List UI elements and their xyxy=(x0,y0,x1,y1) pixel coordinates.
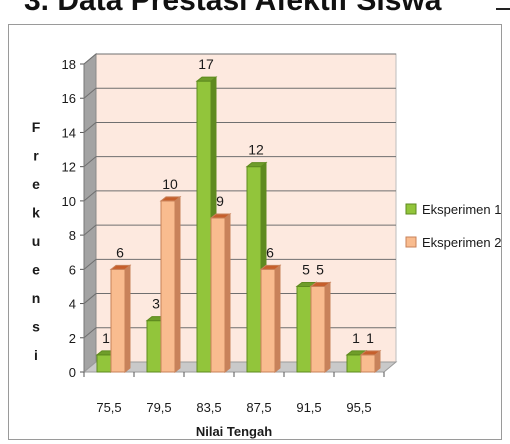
gridline-side xyxy=(83,190,97,202)
y-axis-label-letter: s xyxy=(32,319,40,335)
legend-swatch xyxy=(405,236,417,248)
y-tick-label: 8 xyxy=(69,228,76,243)
bar-top xyxy=(209,213,232,219)
bar-side xyxy=(224,212,231,374)
y-tick-label: 2 xyxy=(69,331,76,346)
data-label: 1 xyxy=(102,330,110,346)
legend-swatch xyxy=(405,203,417,215)
bar-top xyxy=(195,76,218,82)
side-wall xyxy=(83,52,97,374)
y-tick-label: 14 xyxy=(62,125,76,140)
x-tick-label: 91,5 xyxy=(296,400,321,415)
legend-label: Eksperimen 2 xyxy=(422,235,501,250)
gridline-side xyxy=(83,224,97,236)
bar xyxy=(246,166,262,373)
x-tick-label: 79,5 xyxy=(146,400,171,415)
heading-clip: 3. Data Prestasi Afektif Siswa xyxy=(0,0,510,22)
data-label: 1 xyxy=(352,330,360,346)
gridline-side xyxy=(83,156,97,168)
y-axis-label-letter: r xyxy=(33,148,39,164)
x-tick-label: 87,5 xyxy=(246,400,271,415)
y-axis-label-letter: F xyxy=(32,119,41,135)
bar-top xyxy=(259,264,282,270)
bar xyxy=(210,217,226,373)
data-label: 6 xyxy=(266,244,274,260)
y-tick-label: 12 xyxy=(62,160,76,175)
bar xyxy=(196,80,212,373)
bar xyxy=(260,268,276,373)
y-tick-label: 10 xyxy=(62,194,76,209)
gridline-side xyxy=(83,258,97,270)
bar xyxy=(346,354,362,373)
bar xyxy=(310,285,326,373)
bar-side xyxy=(324,281,331,374)
bar xyxy=(96,354,112,373)
page-heading: 3. Data Prestasi Afektif Siswa xyxy=(24,0,442,17)
gridline-side xyxy=(83,327,97,339)
bar xyxy=(110,268,126,373)
gridline-side xyxy=(83,87,97,99)
bar-top xyxy=(359,350,382,356)
y-axis-label-letter: i xyxy=(34,347,38,363)
gridline-side xyxy=(83,53,97,65)
y-axis-label-letter: e xyxy=(32,176,40,192)
bar-top xyxy=(309,281,332,287)
bar xyxy=(146,320,162,373)
bar-top xyxy=(109,264,132,270)
gridline-side xyxy=(83,293,97,304)
data-label: 3 xyxy=(152,296,160,312)
back-wall xyxy=(95,53,397,363)
heading-rule xyxy=(496,8,510,10)
y-tick-label: 6 xyxy=(69,262,76,277)
gridline-side xyxy=(83,122,97,133)
data-label: 9 xyxy=(216,193,224,209)
legend-label: Eksperimen 1 xyxy=(422,202,501,217)
y-axis-label-letter: n xyxy=(32,290,41,306)
y-tick-label: 4 xyxy=(69,297,76,312)
data-label: 5 xyxy=(316,261,324,277)
data-label: 5 xyxy=(302,261,310,277)
data-label: 12 xyxy=(248,142,264,158)
data-label: 1 xyxy=(366,330,374,346)
bar-top xyxy=(159,196,182,202)
x-tick-label: 83,5 xyxy=(196,400,221,415)
data-label: 6 xyxy=(116,244,124,260)
bar xyxy=(360,354,376,373)
y-tick-label: 18 xyxy=(62,57,76,72)
x-axis-title: Nilai Tengah xyxy=(196,424,272,439)
bar-side xyxy=(274,264,281,374)
x-tick-label: 75,5 xyxy=(96,400,121,415)
x-tick-label: 95,5 xyxy=(346,400,371,415)
bar-side xyxy=(174,195,181,374)
data-label: 17 xyxy=(198,56,214,72)
data-label: 10 xyxy=(162,176,178,192)
bar xyxy=(296,285,312,373)
bar-top xyxy=(245,162,268,168)
y-tick-label: 16 xyxy=(62,91,76,106)
y-axis-label-letter: k xyxy=(32,205,40,221)
y-tick-label: 0 xyxy=(69,365,76,380)
y-axis-label-letter: e xyxy=(32,262,40,278)
bar-side xyxy=(124,264,131,374)
y-axis-label-letter: u xyxy=(32,233,41,249)
bar xyxy=(160,200,176,373)
